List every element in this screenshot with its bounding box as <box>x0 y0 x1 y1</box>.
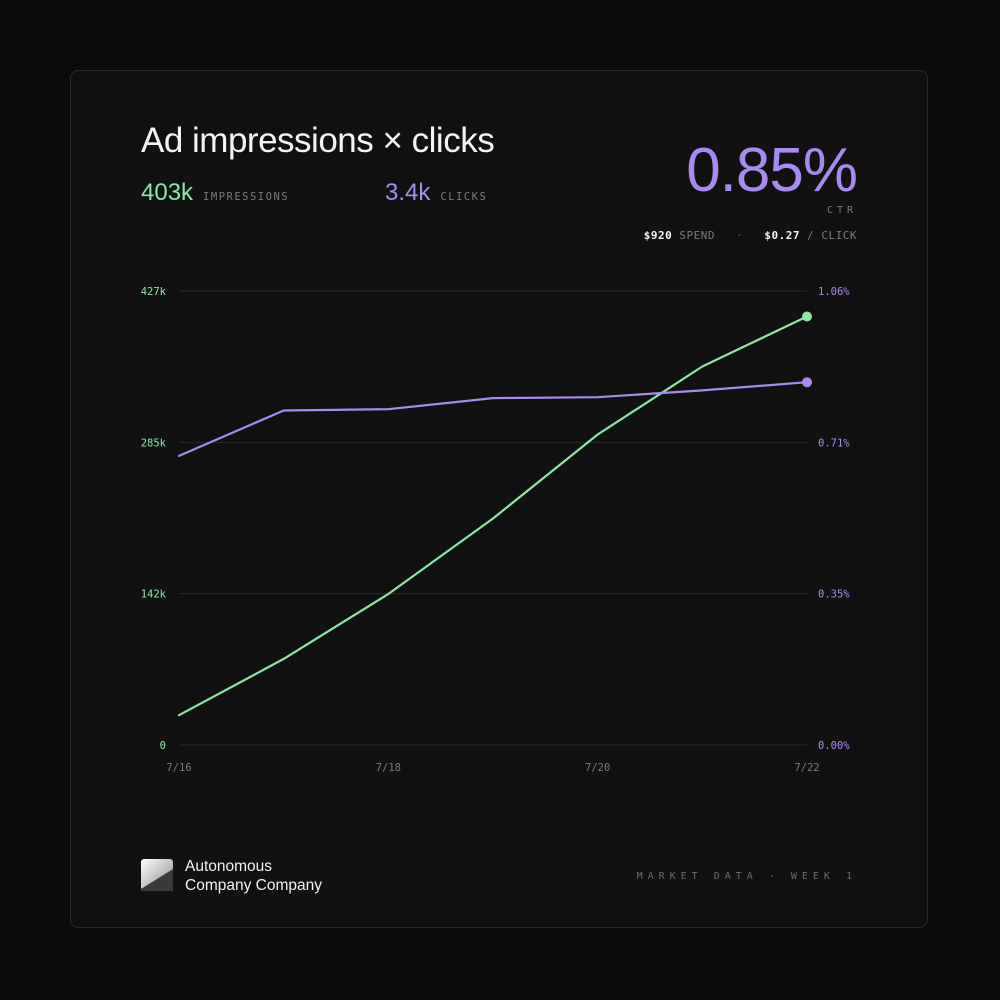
impressions-label: IMPRESSIONS <box>203 191 290 203</box>
x-tick-label: 7/16 <box>166 762 191 774</box>
x-tick-label: 7/18 <box>376 762 401 774</box>
spend-label: SPEND <box>679 229 716 242</box>
ctr-label: CTR <box>826 205 857 216</box>
y-right-tick-label: 1.06% <box>818 286 850 298</box>
y-left-tick-label: 0 <box>160 740 166 752</box>
brand-line-2: Company Company <box>185 877 322 894</box>
ctr-end-point <box>802 377 812 388</box>
impressions-value: 403k <box>141 179 194 206</box>
clicks-value: 3.4k <box>385 179 431 206</box>
ctr-series-line <box>177 381 809 457</box>
ctr-value: 0.85% <box>686 136 858 205</box>
y-left-tick-label: 285k <box>141 437 167 449</box>
separator-dot: · <box>736 229 744 242</box>
cpc-label: / CLICK <box>807 229 857 242</box>
y-right-tick-label: 0.71% <box>818 437 850 449</box>
impressions-metric: 403k IMPRESSIONS <box>141 179 289 207</box>
footer-caption: MARKET DATA · WEEK 1 <box>636 871 857 882</box>
impressions-end-point <box>802 311 812 322</box>
spend-value: $920 <box>643 229 673 242</box>
chart-card: Ad impressions × clicks 403k IMPRESSIONS … <box>70 70 928 928</box>
company-logo-icon <box>141 859 173 891</box>
spend-summary: $920 SPEND · $0.27 / CLICK <box>644 229 857 242</box>
y-left-tick-label: 427k <box>141 286 167 298</box>
y-right-tick-label: 0.35% <box>818 589 850 601</box>
line-chart: 427k 1.06% 285k 0.71% 142k 0.35% 0 0.00% 7/16 7/1… <box>141 286 851 774</box>
cpc-value: $0.27 <box>764 229 801 242</box>
brand-name: Autonomous Company Company <box>185 857 322 895</box>
impressions-series-line <box>177 315 809 717</box>
y-right-tick-label: 0.00% <box>818 740 850 752</box>
x-tick-label: 7/22 <box>794 762 819 774</box>
clicks-label: CLICKS <box>440 191 488 203</box>
chart-title: Ad impressions × clicks <box>141 121 495 160</box>
brand-line-1: Autonomous <box>185 858 273 875</box>
y-left-tick-label: 142k <box>141 589 167 601</box>
x-tick-label: 7/20 <box>585 762 610 774</box>
clicks-metric: 3.4k CLICKS <box>385 179 487 207</box>
